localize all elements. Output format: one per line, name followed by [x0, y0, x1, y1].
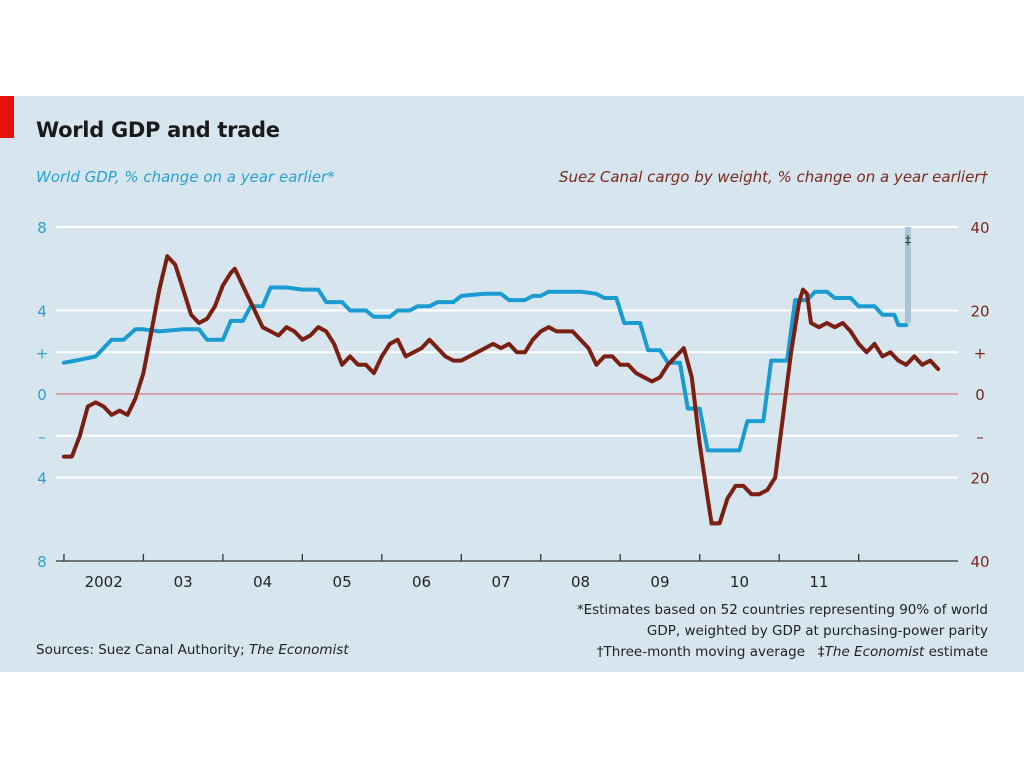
footnote-estimate: estimate: [924, 644, 988, 660]
x-tick-label-3: 05: [333, 573, 352, 591]
left-tick-label-0: 8: [37, 219, 47, 237]
footnote-publication: The Economist: [824, 644, 925, 660]
x-tick-label-9: 11: [809, 573, 828, 591]
right-tick-label-1: 20: [970, 303, 989, 321]
left-tick-label-3: 0: [37, 386, 47, 404]
x-tick-label-8: 10: [730, 573, 749, 591]
x-tick-label-1: 03: [174, 573, 193, 591]
footnote-line-1: *Estimates based on 52 countries represe…: [576, 602, 988, 618]
footnote-double-dagger: ‡: [817, 644, 825, 660]
footnote-line-3: †Three-month moving average ‡The Economi…: [577, 642, 988, 663]
footnote-dagger-note: †Three-month moving average: [596, 644, 806, 660]
footnote: *Estimates based on 52 countries represe…: [577, 600, 988, 663]
axis-layer: 8 4 +0 – 4 8 40 20 +0 – 20 40 2002 03 04 05 06 07 08 09 10 11: [36, 219, 990, 591]
x-tick-label-0: 2002: [85, 573, 123, 591]
forecast-band: [904, 227, 911, 324]
right-tick-label-2: +: [974, 344, 987, 362]
left-tick-label-6: 8: [37, 553, 47, 571]
footnote-line-2: GDP, weighted by GDP at purchasing-power…: [646, 623, 988, 639]
sources-publication: The Economist: [248, 642, 349, 658]
series-line-world-gdp: [61, 285, 909, 453]
forecast-marker: ‡: [905, 233, 911, 247]
right-tick-label-3: 0: [975, 386, 985, 404]
x-tick-label-2: 04: [253, 573, 272, 591]
x-tick-label-4: 06: [412, 573, 431, 591]
sources: Sources: Suez Canal Authority; The Econo…: [36, 642, 349, 658]
forecast-layer: ‡: [904, 227, 911, 324]
left-tick-label-4: –: [38, 428, 46, 446]
accent-tab: [0, 96, 14, 138]
x-tick-label-5: 07: [491, 573, 510, 591]
chart-title: World GDP and trade: [36, 118, 280, 142]
left-tick-label-2: +: [36, 344, 49, 362]
line-chart: ‡ 8 4 +0 – 4 8 40 20 +0 – 20 40 2002 03 04 05 06 07 08 09 10…: [36, 219, 990, 591]
grid-layer: [56, 226, 958, 479]
right-tick-label-0: 40: [970, 219, 989, 237]
right-tick-label-5: 20: [970, 470, 989, 488]
right-tick-label-6: 40: [970, 553, 989, 571]
x-tick-label-6: 08: [571, 573, 590, 591]
chart-panel: World GDP and trade World GDP, % change …: [0, 96, 1024, 672]
right-tick-label-4: –: [976, 428, 984, 446]
x-tick-label-7: 09: [650, 573, 669, 591]
left-tick-label-1: 4: [37, 303, 47, 321]
series-line-suez-cargo: [61, 254, 941, 526]
right-axis-subtitle: Suez Canal cargo by weight, % change on …: [558, 168, 988, 186]
left-axis-subtitle: World GDP, % change on a year earlier*: [36, 168, 335, 186]
left-tick-label-5: 4: [37, 470, 47, 488]
sources-prefix: Sources: Suez Canal Authority;: [36, 642, 249, 658]
series-layer: [61, 254, 941, 526]
